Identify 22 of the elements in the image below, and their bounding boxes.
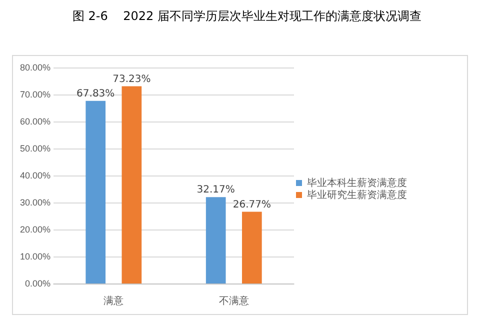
y-tick-label: 0.00% — [24, 278, 51, 288]
chart-title: 图 2-6 2022 届不同学历层次毕业生对现工作的满意度状况调查 — [71, 8, 423, 25]
x-tick-label: 不满意 — [218, 294, 249, 307]
x-tick-label: 满意 — [104, 294, 124, 307]
y-tick-label: 50.00% — [20, 143, 51, 154]
bar — [242, 212, 262, 284]
y-tick-label: 40.00% — [20, 170, 51, 180]
y-tick-label: 70.00% — [20, 89, 51, 100]
bar — [86, 100, 106, 284]
data-label: 26.77% — [232, 199, 271, 210]
legend-label: 毕业研究生薪资满意度 — [307, 188, 407, 201]
data-label: 32.17% — [196, 184, 235, 196]
y-tick-label: 20.00% — [20, 224, 51, 234]
bar — [206, 197, 226, 284]
data-label: 73.23% — [112, 74, 151, 85]
y-tick-label: 30.00% — [20, 197, 51, 208]
y-tick-label: 80.00% — [20, 62, 51, 72]
y-tick-label: 10.00% — [20, 251, 51, 262]
legend-label: 毕业本科生薪资满意度 — [307, 176, 407, 189]
data-label: 67.83% — [76, 88, 115, 100]
y-tick-label: 60.00% — [20, 116, 51, 126]
bar — [122, 86, 142, 284]
